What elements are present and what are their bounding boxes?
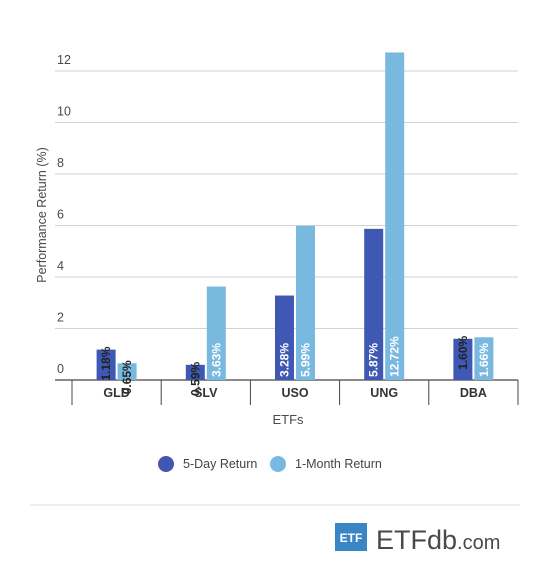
- legend-marker: [270, 456, 286, 472]
- x-tick-label: GLD: [103, 386, 129, 400]
- y-tick-label: 0: [57, 362, 64, 376]
- bar-5day: [364, 228, 384, 380]
- bar-1month: [206, 286, 226, 380]
- x-tick-label: DBA: [460, 386, 487, 400]
- logo-badge: [335, 523, 367, 551]
- y-axis-title: Performance Return (%): [35, 147, 49, 282]
- bar-1month: [385, 52, 405, 381]
- etfdb-logo: ETF ETFdb.com: [335, 523, 500, 555]
- x-tick-label: UNG: [370, 386, 398, 400]
- x-axis-title: ETFs: [272, 412, 304, 427]
- data-label: 1.18%: [99, 346, 113, 380]
- legend: 5-Day Return 1-Month Return: [158, 456, 382, 472]
- y-axis-ticks: 0 2 4 6 8 10 12: [57, 53, 71, 376]
- data-label: 3.28%: [278, 343, 292, 377]
- logo-wordmark-etf: ETF: [376, 525, 427, 555]
- legend-marker: [158, 456, 174, 472]
- logo-wordmark-suffix: .com: [457, 532, 500, 554]
- data-label: 0.65%: [120, 360, 134, 394]
- data-label: 3.63%: [209, 343, 223, 377]
- y-tick-label: 12: [57, 53, 71, 67]
- data-label: 12.72%: [388, 336, 402, 377]
- logo-wordmark: ETFdb.com: [376, 525, 500, 555]
- x-tick-label: USO: [281, 386, 308, 400]
- data-label: 5.99%: [299, 343, 313, 377]
- data-labels: 1.18% 0.65% 0.59% 3.63% 3.28% 5.99% 5.87% 12.72…: [99, 335, 491, 395]
- gridlines: [55, 70, 518, 381]
- y-tick-label: 8: [57, 156, 64, 170]
- logo-wordmark-db: db: [427, 525, 457, 555]
- y-tick-label: 6: [57, 208, 64, 222]
- bar-5day: [96, 349, 116, 380]
- legend-label: 5-Day Return: [183, 457, 257, 471]
- bar-1month: [474, 337, 494, 380]
- data-label: 1.66%: [477, 343, 491, 377]
- data-label: 0.59%: [188, 361, 202, 395]
- x-tick-label: SLV: [194, 386, 218, 400]
- y-tick-label: 2: [57, 311, 64, 325]
- bar-1month: [296, 225, 315, 380]
- legend-label: 1-Month Return: [295, 457, 382, 471]
- bar-5day: [185, 364, 205, 380]
- data-label: 5.87%: [367, 343, 381, 377]
- bars: [96, 52, 494, 381]
- logo-badge-text: ETF: [340, 531, 363, 545]
- x-axis: GLD SLV USO UNG DBA: [71, 380, 519, 405]
- data-label: 1.60%: [456, 335, 470, 369]
- y-tick-label: 10: [57, 105, 71, 119]
- bar-5day: [275, 295, 294, 380]
- bar-5day: [453, 338, 473, 380]
- y-tick-label: 4: [57, 259, 64, 273]
- bar-1month: [117, 363, 137, 380]
